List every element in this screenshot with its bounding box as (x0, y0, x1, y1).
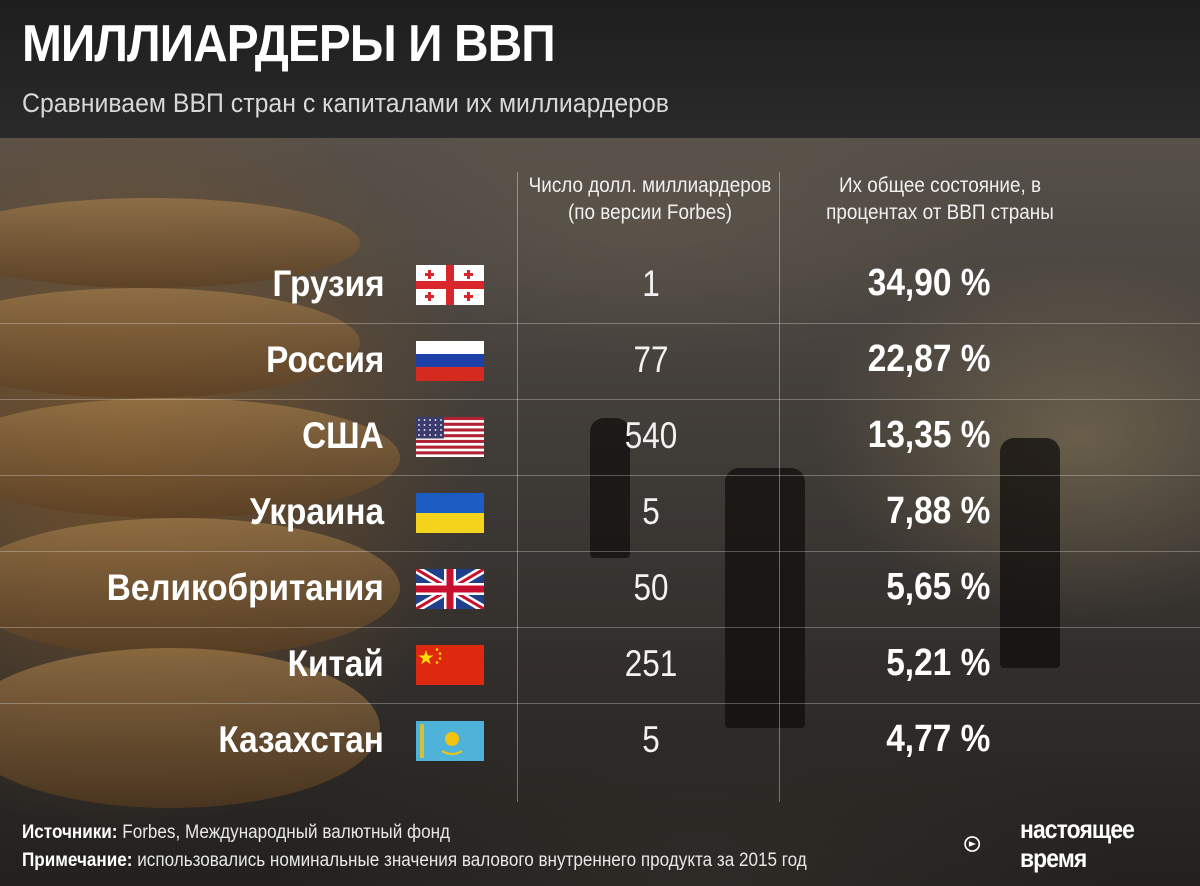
percent-of-gdp: 22,87 % (867, 338, 990, 380)
count-column-header: Число долл. миллиардеров (по версии Forb… (528, 174, 772, 224)
page-title: МИЛЛИАРДЕРЫ И ВВП (22, 15, 556, 73)
sources-note: Источники: Forbes, Международный валютны… (22, 822, 451, 843)
percent-of-gdp: 5,21 % (885, 642, 990, 684)
uk-flag-icon (416, 569, 484, 609)
country-name: Россия (265, 339, 384, 380)
billionaire-count: 251 (624, 643, 678, 684)
column-divider (779, 172, 780, 802)
row-divider (0, 399, 1200, 400)
billionaire-count: 50 (633, 567, 669, 608)
row-divider (0, 475, 1200, 476)
usa-flag-icon (416, 417, 484, 457)
ukraine-flag-icon (416, 493, 484, 533)
logo-text: время (1020, 843, 1087, 873)
georgia-flag-icon (416, 265, 484, 305)
billionaire-count: 540 (624, 415, 678, 456)
percent-of-gdp: 5,65 % (885, 566, 990, 608)
country-name: Великобритания (107, 567, 384, 608)
row-divider (0, 551, 1200, 552)
billionaire-count: 1 (642, 263, 660, 304)
footnote: Примечание: использовались номинальные з… (22, 850, 807, 871)
row-divider (0, 703, 1200, 704)
kazakhstan-flag-icon (416, 721, 484, 761)
country-name: США (302, 415, 384, 456)
country-name: Грузия (271, 263, 384, 304)
billionaire-count: 5 (642, 719, 660, 760)
row-divider (0, 323, 1200, 324)
russia-flag-icon (416, 341, 484, 381)
country-name: Китай (287, 643, 384, 684)
country-name: Казахстан (218, 719, 384, 760)
header: МИЛЛИАРДЕРЫ И ВВП Сравниваем ВВП стран с… (0, 0, 1200, 138)
percent-of-gdp: 34,90 % (867, 262, 990, 304)
logo-text: настоящее (1020, 814, 1135, 844)
percent-of-gdp: 7,88 % (885, 490, 990, 532)
play-logo-icon (964, 836, 981, 852)
billionaire-count: 5 (642, 491, 660, 532)
page-subtitle: Сравниваем ВВП стран с капиталами их мил… (22, 88, 669, 118)
percent-of-gdp: 13,35 % (867, 414, 990, 456)
country-name: Украина (249, 491, 384, 532)
billionaire-count: 77 (633, 339, 669, 380)
percent-column-header: Их общее состояние, в процентах от ВВП с… (826, 174, 1054, 224)
background-photo (0, 138, 1200, 886)
percent-of-gdp: 4,77 % (885, 718, 990, 760)
column-divider (517, 172, 518, 802)
china-flag-icon (416, 645, 484, 685)
row-divider (0, 627, 1200, 628)
